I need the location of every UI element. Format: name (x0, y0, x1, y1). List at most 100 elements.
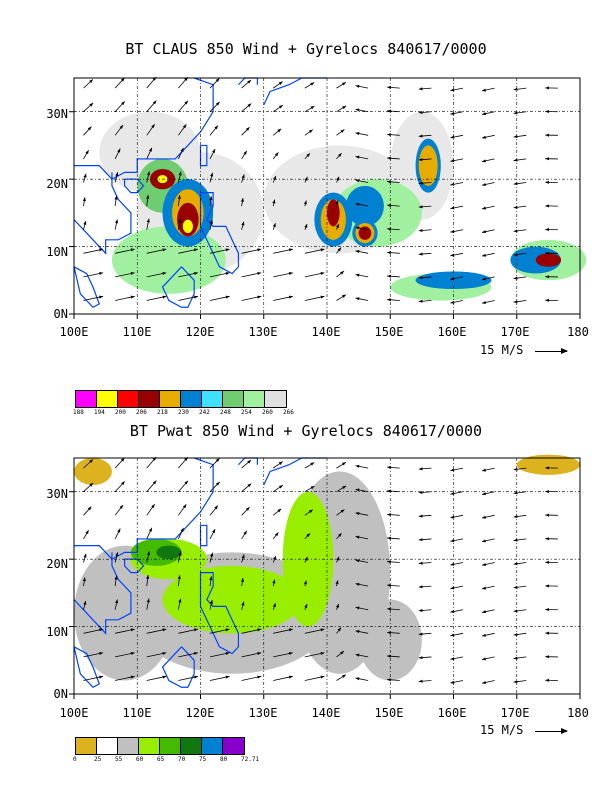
wind-arrowhead (342, 105, 347, 110)
colorbar-swatch (97, 391, 118, 407)
wind-arrowhead (225, 271, 230, 276)
wind-arrowhead (114, 575, 118, 580)
wind-arrowhead (99, 248, 104, 252)
colorbar-tick-label: 65 (157, 756, 165, 763)
colorbar-tick-label: 188 (73, 409, 84, 416)
x-label: 170E (500, 706, 530, 720)
wind-arrowhead (162, 295, 167, 299)
wind-arrowhead (355, 630, 360, 634)
coastline (199, 572, 240, 655)
wind-arrowhead (450, 633, 455, 637)
wind-arrowhead (355, 132, 360, 136)
wind-arrowhead (89, 79, 93, 84)
wind-arrowhead (513, 609, 518, 613)
colorbar-tick-label: 60 (136, 756, 144, 763)
wind-arrowhead (340, 129, 345, 133)
wind-arrowhead (418, 608, 423, 612)
wind-arrowhead (194, 628, 198, 632)
wind-arrowhead (545, 607, 549, 612)
wind-arrowhead (130, 271, 135, 276)
x-label: 130E (248, 325, 278, 339)
wind-arrowhead (272, 199, 276, 204)
colorbar-swatch (244, 391, 265, 407)
x-label: 120E (185, 706, 215, 720)
wind-arrowhead (450, 515, 455, 519)
wind-arrowhead (146, 598, 150, 603)
wind-arrowhead (245, 127, 250, 131)
claus-map-panel (69, 76, 587, 319)
y-label: 10N (46, 625, 68, 639)
wind-arrowhead (482, 680, 486, 684)
wind-arrowhead (212, 529, 216, 534)
wind-arrowhead (340, 509, 345, 513)
colorbar-tick-label: 242 (199, 409, 210, 416)
colorbar-tick-label: 248 (220, 409, 231, 416)
colorbar-tick-label: 230 (178, 409, 189, 416)
wind-arrowhead (304, 224, 308, 229)
cloud-region (535, 253, 562, 267)
cloud-region (182, 219, 193, 234)
wind-arrowhead (130, 675, 135, 679)
wind-arrowhead (342, 294, 346, 298)
wind-arrowhead (450, 253, 455, 257)
wind-arrowhead (513, 182, 518, 186)
wind-arrowhead (214, 505, 218, 510)
wind-arrowhead (418, 467, 423, 471)
wind-arrowhead (418, 134, 423, 138)
wind-arrowhead (214, 125, 218, 130)
panel2-title: BT Pwat 850 Wind + Gyrelocs 840617/0000 (129, 422, 483, 440)
wind-arrowhead (387, 274, 391, 278)
wind-arrowhead (387, 227, 391, 231)
colorbar-tick-label: 0 (73, 756, 77, 763)
wind-arrowhead (335, 580, 339, 585)
wind-arrowhead (148, 527, 152, 532)
wind-arrowhead (387, 251, 391, 255)
wind-arrowhead (336, 556, 340, 561)
wind-arrowhead (545, 251, 549, 255)
wind-arrowhead (387, 536, 391, 540)
wind-arrowhead (513, 300, 518, 304)
wind-arrowhead (272, 555, 276, 560)
wind-arrowhead (387, 298, 391, 302)
wind-arrowhead (89, 102, 94, 107)
wind-arrowhead (450, 277, 455, 281)
wind-arrowhead (304, 604, 308, 609)
wind-arrowhead (482, 539, 486, 543)
wind-arrowhead (162, 248, 167, 252)
wind-arrowhead (387, 203, 391, 207)
wind-arrowhead (212, 149, 216, 154)
wind-arrowhead (247, 483, 252, 488)
wind-arrowhead (513, 111, 518, 115)
wind-arrowhead (288, 271, 293, 276)
wind-arrowhead (418, 252, 423, 256)
wind-arrowhead (257, 675, 262, 679)
wind-arrowhead (247, 80, 252, 84)
wind-arrowhead (513, 276, 518, 280)
wind-arrowhead (114, 195, 118, 200)
wind-arrowhead (178, 598, 182, 603)
wind-arrowhead (288, 651, 293, 656)
wind-arrowhead (152, 480, 157, 485)
wind-arrowhead (272, 603, 276, 608)
wind-arrowhead (513, 252, 518, 257)
colorbar-tick-label: 206 (136, 409, 147, 416)
wind-arrowhead (336, 176, 340, 181)
wind-arrowhead (85, 150, 89, 155)
wind-arrowhead (146, 218, 150, 223)
wind-arrowhead (288, 628, 293, 632)
wind-arrowhead (482, 230, 486, 234)
wind-arrowhead (241, 554, 245, 559)
wind-arrowhead (308, 129, 313, 134)
colorbar-swatch (118, 738, 139, 754)
wind-arrowhead (387, 489, 391, 493)
wind-arrowhead (387, 678, 391, 682)
wind-arrowhead (320, 248, 325, 252)
wind-arrowhead (210, 552, 214, 557)
wind-arrowhead (482, 610, 486, 614)
wind-arrowhead (545, 204, 549, 208)
y-label: 30N (46, 107, 68, 121)
wind-arrowhead (215, 481, 220, 486)
wind-arrowhead (545, 466, 549, 470)
wind-arrowhead (115, 552, 119, 557)
wind-arrowhead (320, 628, 325, 632)
